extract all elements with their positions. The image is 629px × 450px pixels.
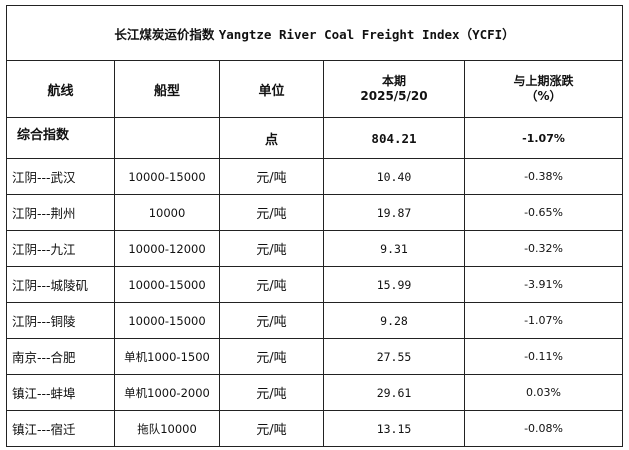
table-row: 镇江---蚌埠 单机1000-2000 元/吨 29.61 0.03% — [6, 374, 624, 411]
header-change-unit: （%） — [525, 89, 562, 103]
route-name: 江阴---铜陵 — [6, 302, 115, 339]
freight-index-table: 长江煤炭运价指数 Yangtze River Coal Freight Inde… — [5, 5, 624, 447]
change-percent: 0.03% — [463, 374, 624, 411]
change-percent: -0.32% — [463, 230, 624, 267]
route-name: 镇江---蚌埠 — [6, 374, 115, 411]
change-percent: -0.65% — [463, 194, 624, 231]
ship-type: 10000-15000 — [114, 266, 220, 303]
table-row: 江阴---铜陵 10000-15000 元/吨 9.28 -1.07% — [6, 302, 624, 339]
change-percent: -0.08% — [463, 410, 624, 447]
unit: 元/吨 — [219, 338, 324, 375]
change-percent: -0.38% — [463, 158, 624, 195]
ship-type: 10000-15000 — [114, 158, 220, 195]
table-title-en: Yangtze River Coal Freight Index（YCFI） — [218, 26, 515, 42]
table-row: 江阴---武汉 10000-15000 元/吨 10.40 -0.38% — [6, 158, 624, 195]
current-value: 9.31 — [323, 230, 465, 267]
composite-name: 综合指数 — [6, 117, 115, 159]
unit: 元/吨 — [219, 302, 324, 339]
change-percent: -3.91% — [463, 266, 624, 303]
current-value: 13.15 — [323, 410, 465, 447]
unit: 元/吨 — [219, 410, 324, 447]
header-current-date: 2025/5/20 — [360, 89, 428, 103]
ship-type: 单机1000-1500 — [114, 338, 220, 375]
route-name: 江阴---城陵矶 — [6, 266, 115, 303]
composite-ship — [114, 117, 220, 159]
current-value: 15.99 — [323, 266, 465, 303]
header-row: 航线 船型 单位 本期 2025/5/20 与上期涨跌 （%） — [6, 60, 624, 118]
route-name: 南京---合肥 — [6, 338, 115, 375]
unit: 元/吨 — [219, 158, 324, 195]
freight-index-table-container: 长江煤炭运价指数 Yangtze River Coal Freight Inde… — [5, 5, 624, 447]
current-value: 29.61 — [323, 374, 465, 411]
table-title-row: 长江煤炭运价指数 Yangtze River Coal Freight Inde… — [5, 5, 624, 61]
current-value: 10.40 — [323, 158, 465, 195]
header-current-label: 本期 — [381, 74, 406, 88]
route-name: 江阴---武汉 — [6, 158, 115, 195]
unit: 元/吨 — [219, 374, 324, 411]
current-value: 9.28 — [323, 302, 465, 339]
current-value: 19.87 — [323, 194, 465, 231]
unit: 元/吨 — [219, 230, 324, 267]
table-title: 长江煤炭运价指数 Yangtze River Coal Freight Inde… — [5, 5, 624, 61]
header-route: 航线 — [6, 60, 115, 118]
route-name: 江阴---荆州 — [6, 194, 115, 231]
header-current: 本期 2025/5/20 — [323, 60, 465, 118]
table-row: 江阴---荆州 10000 元/吨 19.87 -0.65% — [6, 194, 624, 231]
ship-type: 10000-15000 — [114, 302, 220, 339]
current-value: 27.55 — [323, 338, 465, 375]
ship-type: 10000 — [114, 194, 220, 231]
header-change-label: 与上期涨跌 — [513, 74, 574, 88]
unit: 元/吨 — [219, 266, 324, 303]
route-name: 镇江---宿迁 — [6, 410, 115, 447]
composite-unit: 点 — [219, 117, 324, 159]
table-row: 镇江---宿迁 拖队10000 元/吨 13.15 -0.08% — [6, 410, 624, 447]
table-row: 南京---合肥 单机1000-1500 元/吨 27.55 -0.11% — [6, 338, 624, 375]
table-row: 江阴---九江 10000-12000 元/吨 9.31 -0.32% — [6, 230, 624, 267]
route-name: 江阴---九江 — [6, 230, 115, 267]
unit: 元/吨 — [219, 194, 324, 231]
ship-type: 拖队10000 — [114, 410, 220, 447]
composite-row: 综合指数 点 804.21 -1.07% — [6, 117, 624, 159]
change-percent: -0.11% — [463, 338, 624, 375]
table-row: 江阴---城陵矶 10000-15000 元/吨 15.99 -3.91% — [6, 266, 624, 303]
change-percent: -1.07% — [463, 302, 624, 339]
composite-value: 804.21 — [323, 117, 465, 159]
header-change: 与上期涨跌 （%） — [463, 60, 624, 118]
ship-type: 10000-12000 — [114, 230, 220, 267]
ship-type: 单机1000-2000 — [114, 374, 220, 411]
composite-change: -1.07% — [463, 117, 624, 159]
header-ship: 船型 — [114, 60, 220, 118]
table-title-cn: 长江煤炭运价指数 — [114, 26, 215, 42]
header-unit: 单位 — [219, 60, 324, 118]
